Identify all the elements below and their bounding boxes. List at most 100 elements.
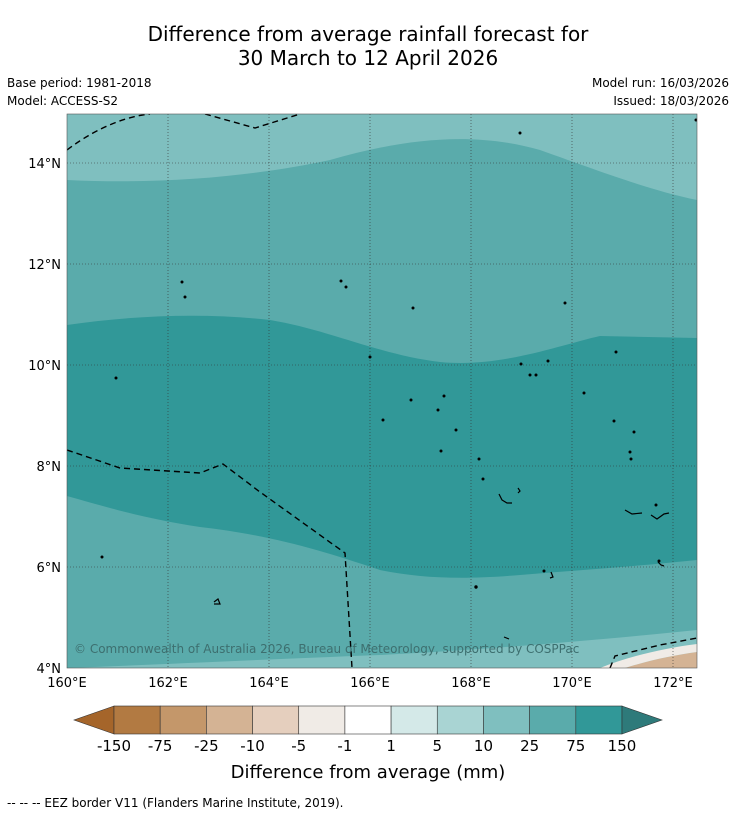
colorbar-segment xyxy=(436,705,484,735)
island xyxy=(436,408,440,412)
island xyxy=(519,362,523,366)
island xyxy=(628,450,632,454)
x-tick-label: 170°E xyxy=(552,676,592,691)
island xyxy=(180,280,184,284)
island xyxy=(632,430,636,434)
x-tick-label: 166°E xyxy=(350,676,390,691)
island xyxy=(411,306,415,310)
island xyxy=(528,373,532,377)
atoll xyxy=(517,487,521,494)
island xyxy=(100,555,104,559)
island xyxy=(477,457,481,461)
eez-border-north xyxy=(67,114,151,151)
colorbar-segment xyxy=(344,705,392,735)
island xyxy=(534,373,538,377)
colorbar-segment xyxy=(298,705,346,735)
island xyxy=(629,457,633,461)
x-axis-ticks: 160°E 162°E 164°E 166°E 168°E 170°E 172°E xyxy=(47,676,693,691)
colorbar-segment xyxy=(206,705,253,735)
colorbar-label: -5 xyxy=(291,737,306,755)
colorbar-segment xyxy=(159,705,207,735)
band-near-average-corner xyxy=(600,644,697,668)
colorbar-extend-high xyxy=(621,705,663,735)
atoll xyxy=(624,509,643,515)
colorbar-segment xyxy=(529,705,577,735)
x-tick-label: 164°E xyxy=(249,676,289,691)
colorbar-label: -1 xyxy=(337,737,352,755)
model-name: Model: ACCESS-S2 xyxy=(7,94,119,108)
colorbar-segment xyxy=(575,705,623,735)
x-tick-label: 168°E xyxy=(451,676,491,691)
colorbar-segment xyxy=(483,705,530,735)
island xyxy=(454,428,458,432)
y-tick-label: 14°N xyxy=(28,157,61,172)
colorbar-label: -150 xyxy=(97,737,131,755)
island xyxy=(582,391,586,395)
atoll xyxy=(498,493,512,504)
map-frame xyxy=(66,113,698,669)
island xyxy=(114,376,118,380)
x-tick-label: 162°E xyxy=(148,676,188,691)
colorbar-title: Difference from average (mm) xyxy=(231,762,506,783)
y-tick-label: 10°N xyxy=(28,359,61,374)
band-75-to-150 xyxy=(67,315,697,578)
island xyxy=(183,295,187,299)
copyright-notice: © Commonwealth of Australia 2026, Bureau… xyxy=(74,642,579,656)
colorbar-label: 10 xyxy=(474,737,493,755)
island xyxy=(657,559,661,563)
island xyxy=(614,350,618,354)
island xyxy=(542,569,546,573)
colorbar-label: 75 xyxy=(566,737,585,755)
atoll xyxy=(549,571,554,579)
gridlines xyxy=(67,114,697,668)
atoll xyxy=(213,598,221,605)
model-run: Model run: 16/03/2026 xyxy=(591,76,729,90)
meta-right: Model run: 16/03/2026 Issued: 18/03/2026 xyxy=(592,74,729,110)
rainfall-anomaly-field xyxy=(67,114,697,668)
eez-footnote: -- -- -- EEZ border V11 (Flanders Marine… xyxy=(7,796,344,810)
island xyxy=(563,301,567,305)
y-tick-label: 12°N xyxy=(28,258,61,273)
atoll-outlines xyxy=(213,487,670,640)
title-line-1: Difference from average rainfall forecas… xyxy=(147,22,589,46)
colorbar-segment xyxy=(252,705,300,735)
band-below-average-corner xyxy=(625,652,697,668)
issued-date: Issued: 18/03/2026 xyxy=(613,94,729,108)
y-tick-label: 8°N xyxy=(37,460,62,475)
atoll xyxy=(650,512,670,520)
atoll xyxy=(657,561,665,567)
island xyxy=(654,503,658,507)
colorbar-label: 1 xyxy=(386,737,396,755)
atoll xyxy=(503,636,510,640)
island xyxy=(439,449,443,453)
colorbar: -150 -75 -25 -10 -5 -1 1 5 10 25 75 150 xyxy=(73,705,663,755)
map-title: Difference from average rainfall forecas… xyxy=(0,22,736,70)
meta-left: Base period: 1981-2018 Model: ACCESS-S2 xyxy=(7,74,152,110)
y-tick-label: 4°N xyxy=(37,662,62,677)
eez-border-north-2 xyxy=(204,114,301,129)
colorbar-label: 25 xyxy=(520,737,539,755)
colorbar-label: 5 xyxy=(432,737,442,755)
eez-borders xyxy=(67,114,697,668)
x-tick-label: 160°E xyxy=(47,676,87,691)
island xyxy=(518,131,522,135)
island xyxy=(481,477,485,481)
island xyxy=(344,285,348,289)
base-period: Base period: 1981-2018 xyxy=(7,76,152,90)
y-axis-ticks: 14°N 12°N 10°N 8°N 6°N 4°N xyxy=(28,157,61,677)
island xyxy=(546,359,550,363)
colorbar-label: -10 xyxy=(240,737,265,755)
island xyxy=(339,279,343,283)
colorbar-label: -25 xyxy=(194,737,219,755)
island xyxy=(381,418,385,422)
island xyxy=(368,355,372,359)
colorbar-segment xyxy=(390,705,438,735)
x-tick-label: 172°E xyxy=(653,676,693,691)
islands xyxy=(100,118,697,589)
colorbar-label: 150 xyxy=(608,737,637,755)
island xyxy=(474,585,478,589)
eez-border-west xyxy=(67,449,353,668)
y-tick-label: 6°N xyxy=(37,561,62,576)
colorbar-segment xyxy=(113,705,161,735)
